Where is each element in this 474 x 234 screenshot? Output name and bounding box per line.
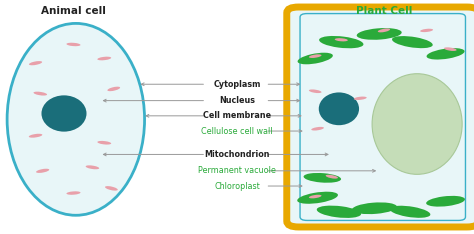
Text: Cell membrane: Cell membrane [203,111,271,120]
Ellipse shape [426,196,465,207]
Text: Chloroplast: Chloroplast [214,182,260,190]
Ellipse shape [66,43,81,46]
Ellipse shape [357,28,401,40]
Ellipse shape [303,173,341,183]
Ellipse shape [326,175,338,179]
Ellipse shape [378,29,390,32]
Ellipse shape [29,61,42,65]
Ellipse shape [66,191,81,195]
Ellipse shape [34,92,47,95]
FancyBboxPatch shape [287,7,474,227]
Ellipse shape [420,29,433,32]
Ellipse shape [311,127,324,131]
Ellipse shape [309,195,321,198]
Ellipse shape [297,192,338,204]
Ellipse shape [97,141,111,145]
Ellipse shape [86,165,99,169]
Ellipse shape [309,89,321,93]
Ellipse shape [42,95,86,132]
Ellipse shape [352,202,397,214]
Text: Mitochondrion: Mitochondrion [204,150,270,159]
Ellipse shape [427,48,465,59]
Ellipse shape [7,23,145,215]
Ellipse shape [390,206,430,218]
Text: Nucleus: Nucleus [219,96,255,105]
Ellipse shape [317,206,361,218]
Text: Cellulose cell wall: Cellulose cell wall [201,127,273,135]
Ellipse shape [319,36,364,48]
Ellipse shape [298,53,333,64]
Text: Permanent vacuole: Permanent vacuole [198,166,276,175]
Ellipse shape [354,97,367,100]
Text: Plant Cell: Plant Cell [356,6,412,16]
Ellipse shape [105,186,118,191]
Ellipse shape [444,47,456,51]
Ellipse shape [108,87,120,91]
Ellipse shape [319,92,359,125]
Ellipse shape [309,54,321,58]
Text: Animal cell: Animal cell [41,6,106,16]
Ellipse shape [97,57,111,60]
Ellipse shape [29,134,42,138]
Ellipse shape [335,38,348,41]
Ellipse shape [36,169,49,173]
Text: Cytoplasm: Cytoplasm [213,80,261,89]
Ellipse shape [372,74,462,174]
Ellipse shape [392,36,433,48]
